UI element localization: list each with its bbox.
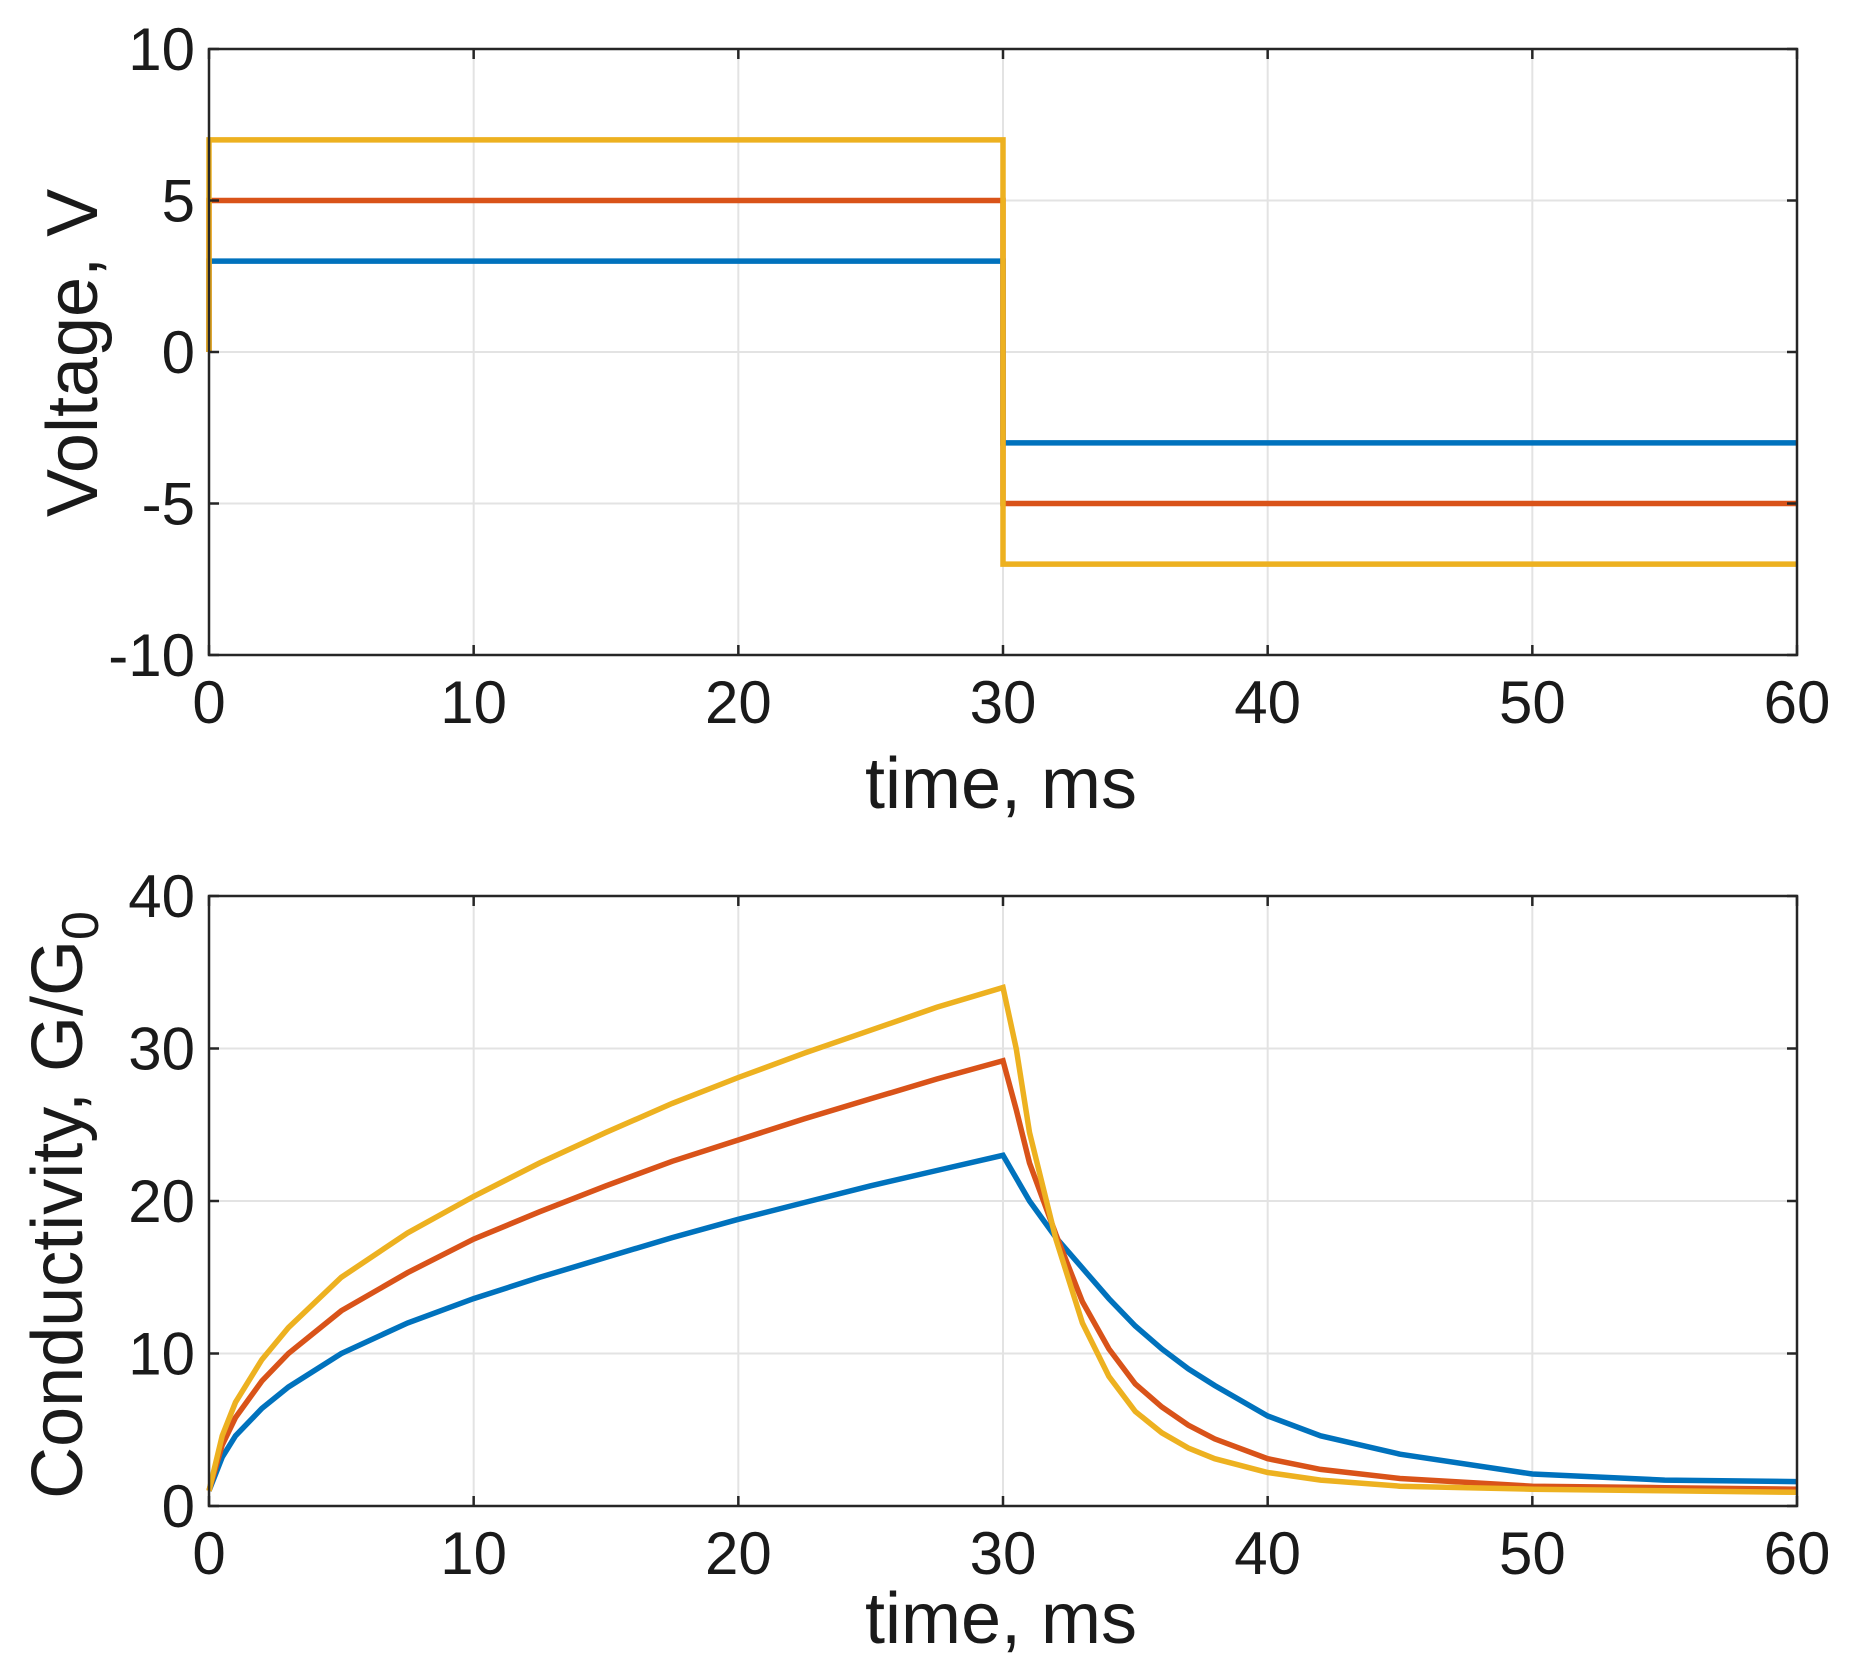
conductivity-series-red-line [206, 1057, 1798, 1492]
voltage-plot: 0 10 20 30 40 50 60 -10 -5 0 5 10 time, ms Voltage… [33, 16, 1830, 824]
conductivity-y-tick-label: 0 [162, 1473, 195, 1540]
voltage-x-tick-label: 30 [970, 669, 1037, 736]
voltage-y-axis-label: Voltage, V [33, 189, 113, 517]
conductivity-series-yellow-line [206, 984, 1798, 1496]
conductivity-y-tick-label: 30 [128, 1016, 195, 1083]
conductivity-x-tick-labels: 0 10 20 30 40 50 60 [192, 1520, 1830, 1587]
voltage-x-tick-labels: 0 10 20 30 40 50 60 [192, 669, 1830, 736]
conductivity-x-tick-label: 0 [192, 1520, 225, 1587]
conductivity-x-tick-label: 60 [1764, 1520, 1831, 1587]
voltage-x-tick-label: 0 [192, 669, 225, 736]
voltage-axes [207, 47, 1799, 657]
conductivity-x-tick-label: 50 [1499, 1520, 1566, 1587]
conductivity-x-tick-label: 10 [440, 1520, 507, 1587]
voltage-x-tick-label: 60 [1764, 669, 1831, 736]
conductivity-axes-box [207, 894, 1799, 1508]
conductivity-plot: 0 10 20 30 40 50 60 0 10 20 30 40 time, ms Conduct… [18, 863, 1830, 1654]
conductivity-x-tick-label: 20 [705, 1520, 772, 1587]
voltage-axes-box [207, 47, 1799, 657]
voltage-y-tick-label: 10 [128, 16, 195, 83]
voltage-y-tick-labels: -10 -5 0 5 10 [108, 16, 195, 689]
conductivity-series [206, 984, 1798, 1496]
voltage-x-tick-label: 20 [705, 669, 772, 736]
conductivity-x-tick-label: 40 [1234, 1520, 1301, 1587]
voltage-y-tick-label: -10 [108, 622, 195, 689]
conductivity-x-tick-label: 30 [970, 1520, 1037, 1587]
voltage-x-tick-label: 10 [440, 669, 507, 736]
voltage-y-tick-label: 5 [162, 168, 195, 235]
conductivity-y-tick-label: 10 [128, 1321, 195, 1388]
conductivity-axes [207, 894, 1799, 1508]
conductivity-y-tick-labels: 0 10 20 30 40 [128, 863, 195, 1540]
conductivity-y-tick-label: 20 [128, 1168, 195, 1235]
voltage-y-tick-label: -5 [142, 471, 195, 538]
conductivity-x-axis-label: time, ms [865, 1579, 1137, 1654]
conductivity-y-axis-label-subscript: 0 [52, 911, 110, 940]
conductivity-y-axis-label-main: Conductivity, G/G [18, 940, 98, 1499]
conductivity-y-axis-label: Conductivity, G/G0 [18, 911, 110, 1499]
voltage-x-axis-label: time, ms [865, 744, 1137, 824]
voltage-x-tick-label: 50 [1499, 669, 1566, 736]
conductivity-y-tick-label: 40 [128, 863, 195, 930]
voltage-x-tick-label: 40 [1234, 669, 1301, 736]
voltage-y-tick-label: 0 [162, 319, 195, 386]
conductivity-series-blue-line [206, 1152, 1798, 1492]
